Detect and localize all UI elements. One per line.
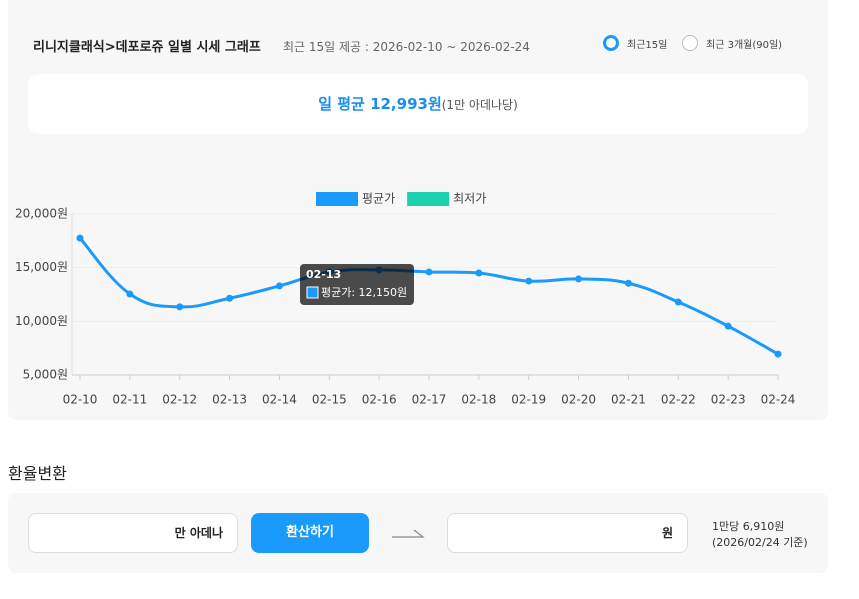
- output-unit: 원: [661, 526, 673, 540]
- point: [425, 268, 433, 276]
- x-tick-label: 02-22: [661, 393, 696, 407]
- radio[interactable]: [603, 35, 619, 51]
- point: [575, 275, 583, 283]
- convert-button[interactable]: 환산하기: [251, 513, 369, 553]
- chart: 5,000원 10,000원 15,000원 20,000원 02-10 02-11 02-…: [15, 192, 796, 407]
- legend-label: 최저가: [453, 192, 486, 206]
- x-tick-label: 02-12: [162, 393, 197, 407]
- amount-input[interactable]: 만 아데나: [28, 513, 238, 553]
- radio[interactable]: [682, 35, 698, 51]
- input-unit: 만 아데나: [174, 526, 223, 540]
- point: [674, 298, 682, 306]
- x-tick-label: 02-23: [711, 393, 746, 407]
- chart-card: [8, 0, 828, 420]
- x-tick-label: 02-14: [262, 393, 297, 407]
- point: [176, 303, 184, 311]
- y-tick-label: 5,000원: [23, 368, 68, 382]
- summary-note: (1만 아데나당): [441, 98, 518, 112]
- point: [275, 282, 283, 290]
- point: [724, 322, 732, 330]
- arrow: [392, 529, 425, 538]
- tooltip-swatch: [306, 286, 319, 299]
- x-tick-label: 02-20: [561, 393, 596, 407]
- tooltip-text: 평균가: 12,150원: [321, 286, 407, 299]
- x-tick-label: 02-11: [112, 393, 147, 407]
- point: [624, 279, 632, 287]
- x-tick-label: 02-15: [312, 393, 347, 407]
- x-tick-label: 02-18: [461, 393, 496, 407]
- x-tick-label: 02-24: [761, 393, 796, 407]
- x-tick-label: 02-21: [611, 393, 646, 407]
- title: 리니지클래식>데포로쥬 일별 시세 그래프: [33, 40, 261, 55]
- result-input[interactable]: 원: [447, 513, 688, 553]
- y-tick-label: 10,000원: [15, 314, 68, 328]
- subtitle: 최근 15일 제공 : 2026-02-10 ~ 2026-02-24: [283, 40, 530, 54]
- point: [475, 269, 483, 277]
- legend-swatch: [316, 192, 358, 206]
- x-tick-label: 02-16: [362, 393, 397, 407]
- x-tick-label: 02-13: [212, 393, 247, 407]
- point: [76, 234, 84, 242]
- y-tick-label: 20,000원: [15, 207, 68, 221]
- point: [774, 350, 782, 358]
- line: [78, 237, 779, 356]
- x-tick-label: 02-10: [63, 393, 98, 407]
- summary-box: 일 평균 12,993원(1만 아데나당): [28, 74, 808, 134]
- radio-label[interactable]: 최근15일: [627, 40, 668, 51]
- point: [126, 290, 134, 298]
- y-tick-label: 15,000원: [15, 260, 68, 274]
- rate-date: (2026/02/24 기준): [712, 536, 808, 549]
- tooltip-title: 02-13: [306, 268, 341, 281]
- radio-label[interactable]: 최근 3개월(90일): [706, 40, 783, 51]
- legend-label: 평균가: [362, 192, 395, 206]
- point: [226, 294, 234, 302]
- point: [525, 277, 533, 285]
- section-title: 환율변환: [8, 464, 67, 483]
- x-tick-label: 02-19: [511, 393, 546, 407]
- tooltip: [300, 264, 414, 305]
- x-tick-label: 02-17: [412, 393, 447, 407]
- rate: 1만당 6,910원: [712, 520, 785, 533]
- summary-value: 일 평균 12,993원: [318, 95, 442, 113]
- legend-swatch: [407, 192, 450, 206]
